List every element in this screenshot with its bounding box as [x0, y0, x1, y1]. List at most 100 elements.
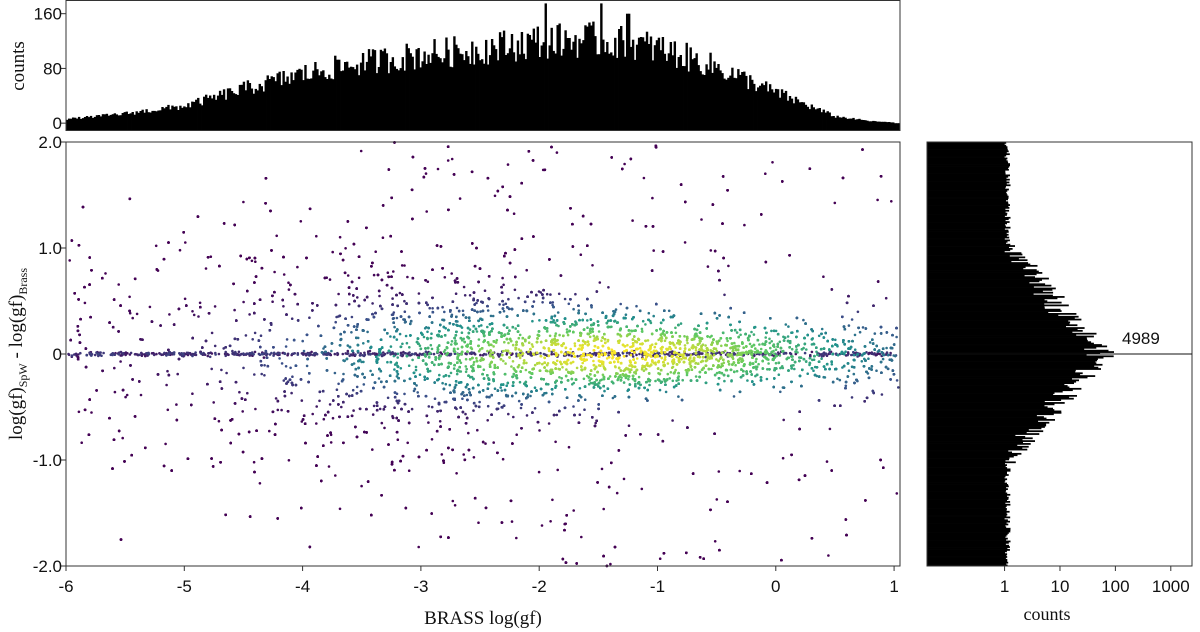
scatter-point — [531, 411, 534, 414]
scatter-point — [111, 325, 115, 329]
scatter-point — [435, 429, 439, 433]
top-histogram-bar — [766, 91, 770, 130]
top-histogram-bar — [711, 72, 714, 130]
scatter-point — [387, 275, 391, 279]
top-histogram-bar — [389, 62, 393, 130]
scatter-point — [850, 396, 854, 399]
top-histogram-bar — [546, 58, 549, 130]
top-histogram-bar — [776, 89, 780, 130]
top-histogram-bar — [300, 69, 303, 130]
scatter-point — [242, 300, 245, 304]
scatter-point — [81, 205, 85, 209]
scatter-point — [77, 410, 81, 414]
top-histogram-bar — [473, 64, 476, 130]
scatter-point — [406, 441, 410, 445]
scatter-point — [436, 410, 439, 413]
scatter-point — [881, 347, 885, 351]
scatter-point — [884, 353, 888, 356]
top-histogram-bar — [751, 79, 754, 130]
scatter-point — [563, 297, 567, 301]
scatter-point — [324, 413, 327, 417]
scatter-point — [326, 410, 330, 414]
scatter-point — [455, 472, 458, 475]
top-histogram-bar — [739, 74, 742, 130]
scatter-point — [843, 327, 847, 331]
scatter-point — [462, 453, 466, 456]
scatter-point — [473, 309, 477, 313]
scatter-point — [501, 276, 504, 280]
scatter-point — [478, 400, 481, 404]
top-histogram-bar — [737, 69, 740, 130]
scatter-point — [846, 353, 849, 357]
top-histogram-bar — [886, 122, 889, 130]
scatter-point — [377, 377, 381, 380]
scatter-point — [567, 302, 571, 306]
scatter-point — [486, 309, 490, 312]
scatter-point — [853, 333, 857, 337]
scatter-point — [845, 533, 848, 537]
top-histogram-bar — [381, 51, 385, 131]
scatter-point — [512, 212, 516, 215]
scatter-point — [635, 304, 638, 308]
top-histogram-bar — [884, 121, 887, 130]
scatter-point — [496, 389, 500, 392]
scatter-point — [111, 353, 114, 357]
scatter-point — [644, 225, 648, 228]
scatter-point — [443, 276, 447, 279]
scatter-point — [512, 415, 515, 419]
scatter-point — [269, 209, 272, 213]
scatter-point — [250, 259, 254, 263]
top-histogram-bar — [280, 85, 283, 130]
scatter-point — [455, 306, 459, 310]
top-histogram-bar — [729, 75, 732, 130]
scatter-point — [841, 176, 845, 180]
scatter-point — [723, 293, 726, 297]
scatter-point — [487, 297, 491, 301]
scatter-point — [210, 331, 214, 335]
top-histogram-bar — [214, 99, 218, 130]
scatter-point — [374, 311, 377, 315]
scatter-point — [170, 469, 173, 472]
top-histogram-bar — [387, 73, 391, 130]
top-histogram-bar — [878, 121, 881, 130]
scatter-point — [886, 353, 890, 357]
scatter-point — [615, 491, 619, 495]
scatter-point — [446, 159, 450, 162]
scatter-point — [565, 514, 568, 517]
top-histogram-bar — [145, 109, 148, 130]
scatter-point — [526, 393, 530, 396]
scatter-point — [331, 250, 335, 254]
scatter-point — [563, 528, 566, 532]
top-histogram-bar — [802, 102, 806, 130]
scatter-point — [186, 457, 190, 461]
scatter-point — [500, 285, 503, 289]
top-histogram-bar — [272, 77, 275, 130]
scatter-point — [467, 448, 471, 452]
scatter-point — [520, 181, 523, 185]
top-histogram-bar — [95, 115, 99, 130]
scatter-point — [654, 146, 658, 149]
scatter-point — [262, 356, 266, 359]
scatter-point — [198, 301, 202, 305]
scatter-point — [253, 470, 256, 474]
scatter-point — [871, 338, 874, 342]
scatter-point — [699, 312, 703, 316]
top-histogram-bar — [322, 70, 325, 130]
scatter-point — [451, 448, 454, 452]
top-histogram-bar — [367, 49, 371, 130]
scatter-point — [473, 353, 477, 356]
top-histogram-bar — [755, 91, 758, 130]
scatter-point — [545, 391, 548, 395]
scatter-point — [449, 391, 452, 395]
scatter-point — [879, 332, 883, 335]
top-histogram-bar — [284, 81, 287, 130]
scatter-point — [557, 292, 561, 296]
scatter-point — [825, 354, 829, 358]
top-histogram-bar — [484, 39, 488, 130]
scatter-point — [148, 305, 152, 309]
scatter-point — [348, 354, 352, 358]
scatter-point — [289, 283, 292, 287]
scatter-point — [108, 416, 111, 420]
scatter-point — [717, 269, 720, 273]
scatter-point — [338, 415, 341, 419]
